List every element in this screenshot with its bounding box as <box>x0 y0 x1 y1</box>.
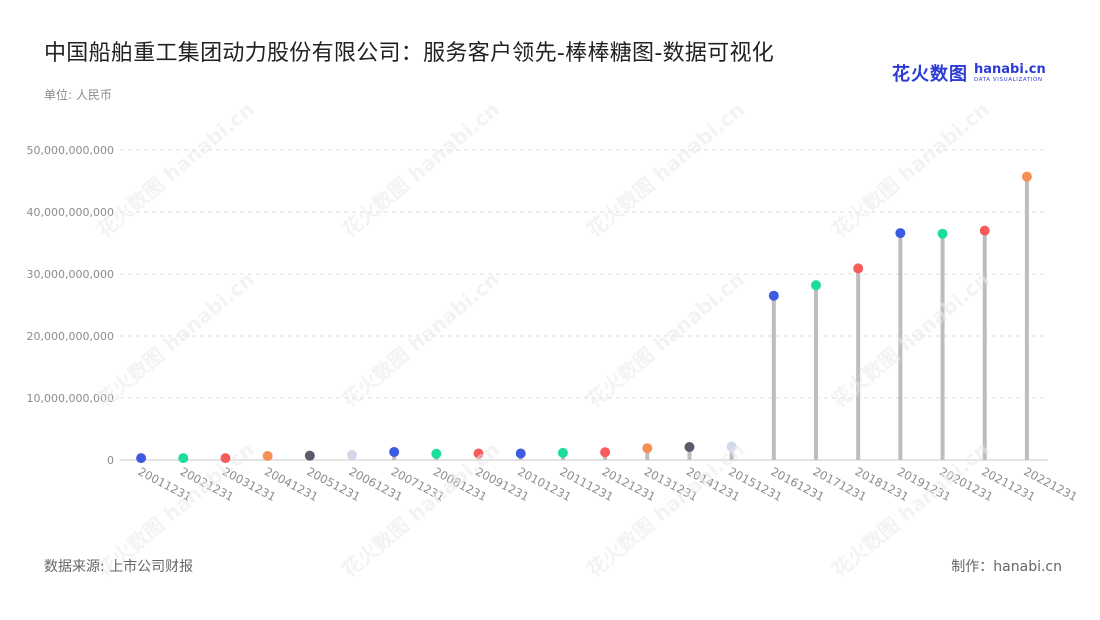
lollipop-dot <box>473 448 484 459</box>
data-source: 数据来源: 上市公司财报 <box>44 559 194 575</box>
lollipop-dot <box>895 228 906 239</box>
y-tick-label: 20,000,000,000 <box>27 330 114 343</box>
logo-sub-text: DATA VISUALIZATION <box>974 76 1043 83</box>
lollipop-dot <box>431 448 442 459</box>
credit-text: 制作：hanabi.cn <box>951 559 1062 575</box>
lollipop-dot <box>937 228 948 239</box>
lollipop-dot <box>684 441 695 452</box>
lollipop-dot <box>136 453 147 464</box>
lollipop-dot <box>600 447 611 458</box>
brand-logo: 花火数图 hanabi.cn DATA VISUALIZATION <box>892 58 1046 88</box>
lollipop-dot <box>262 450 273 461</box>
lollipop-dot <box>979 225 990 236</box>
lollipop-dot <box>220 453 231 464</box>
lollipop-dot <box>389 446 400 457</box>
lollipop-dot <box>557 447 568 458</box>
lollipop-dot <box>1021 171 1032 182</box>
lollipop-dot <box>178 453 189 464</box>
chart-title: 中国船舶重工集团动力股份有限公司：服务客户领先-棒棒糖图-数据可视化 <box>44 41 775 66</box>
unit-label: 单位: 人民币 <box>44 88 112 102</box>
lollipop-dot <box>304 450 315 461</box>
y-tick-label: 40,000,000,000 <box>27 206 114 219</box>
lollipop-dot <box>347 450 357 461</box>
lollipop-dot <box>853 263 864 274</box>
logo-cn-text: 花火数图 <box>892 64 968 85</box>
y-tick-label: 10,000,000,000 <box>27 392 114 405</box>
lollipop-dot <box>768 290 779 301</box>
lollipop-dot <box>726 441 737 452</box>
y-tick-label: 30,000,000,000 <box>27 268 114 281</box>
lollipop-dot <box>515 448 526 459</box>
logo-en-text: hanabi.cn <box>974 61 1046 77</box>
lollipop-dot <box>811 280 821 291</box>
y-tick-label: 50,000,000,000 <box>27 144 114 157</box>
lollipop-dot <box>642 443 653 454</box>
y-tick-label: 0 <box>107 454 114 467</box>
logo-en-block: hanabi.cn DATA VISUALIZATION <box>974 63 1046 84</box>
